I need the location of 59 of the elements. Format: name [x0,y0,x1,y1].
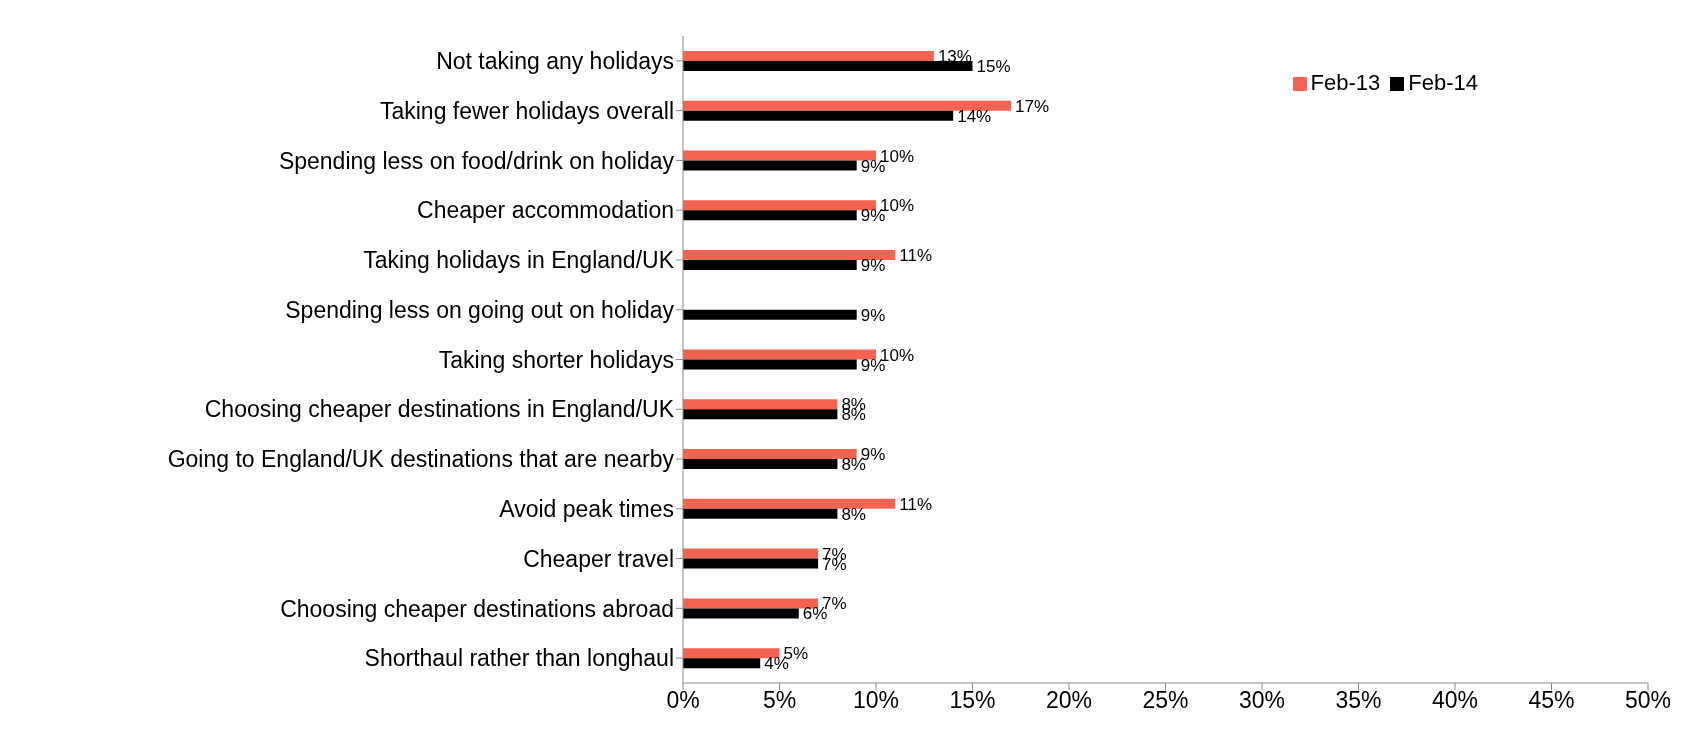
y-tick-label: Going to England/UK destinations that are nearby [167,446,675,473]
bar [683,100,1012,111]
x-tick-label: 20% [1045,687,1093,714]
data-label: 15% [976,56,1011,76]
y-tick-label: Not taking any holidays [436,48,674,75]
legend-label: Feb-13 [1310,70,1381,95]
bar [683,608,799,619]
data-label: 8% [841,504,866,524]
bar [683,160,857,171]
x-tick-label: 35% [1335,687,1382,714]
bar [683,210,857,221]
x-tick-label: 40% [1431,687,1479,714]
bar [683,498,896,509]
y-tick-label: Cheaper travel [523,545,674,572]
bar [683,60,973,71]
x-tick-label: 30% [1238,687,1286,714]
bar [683,508,838,519]
y-tick-label: Spending less on food/drink on holiday [278,147,675,174]
bar [683,50,934,61]
y-tick-label: Avoid peak times [499,495,674,522]
data-label: 14% [957,106,992,126]
data-label: 11% [899,494,933,514]
legend-label: Feb-14 [1408,70,1478,95]
bar [683,150,876,161]
bar [683,349,876,360]
x-tick-label: 10% [852,687,900,714]
bar [683,359,857,370]
x-tick-label: 25% [1142,687,1189,714]
bar [683,598,819,609]
data-label: 9% [860,305,886,325]
y-tick-label: Taking holidays in England/UK [363,247,675,274]
bar [683,459,838,470]
bar [683,200,876,211]
data-label: 17% [1015,96,1050,116]
x-tick-label: 50% [1624,687,1672,714]
data-label: 11% [899,246,933,266]
y-tick-label: Spending less on going out on holiday [285,296,675,323]
bar [683,558,819,569]
bar [683,399,838,410]
bar [683,648,780,659]
x-tick-label: 5% [762,687,797,714]
bar [683,548,819,559]
bar [683,260,857,271]
x-tick-label: 0% [666,687,700,714]
y-tick-label: Taking shorter holidays [438,346,674,373]
bar [683,250,896,261]
bar [683,110,954,121]
bar [683,409,838,420]
data-label: 9% [860,256,886,276]
y-tick-label: Shorthaul rather than longhaul [364,645,674,672]
x-tick-label: 15% [949,687,996,714]
bar [683,309,857,320]
bar [683,658,761,669]
y-tick-label: Choosing cheaper destinations in England/UK [204,396,675,423]
y-tick-label: Choosing cheaper destinations abroad [280,595,674,622]
y-tick-label: Cheaper accommodation [417,197,674,224]
y-tick-label: Taking fewer holidays overall [379,97,674,124]
x-tick-label: 45% [1528,687,1575,714]
bar [683,449,857,460]
